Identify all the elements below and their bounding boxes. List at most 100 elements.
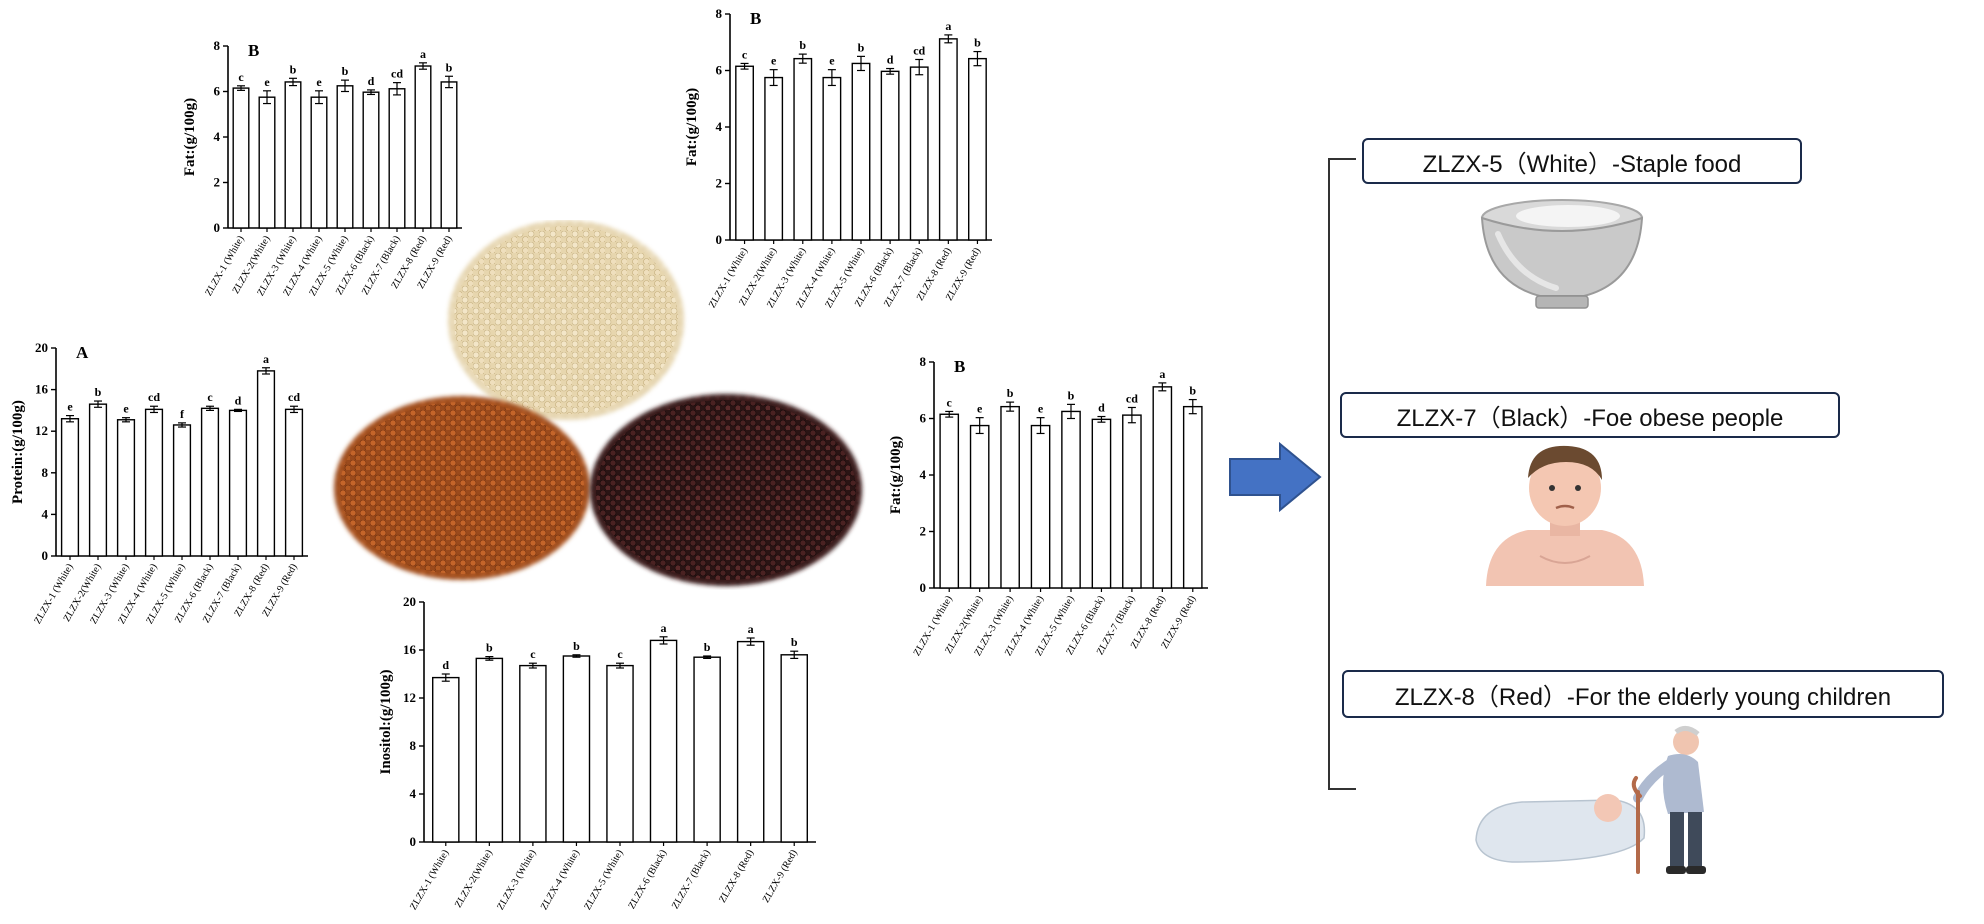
bar	[256, 370, 276, 557]
significance-label: e	[67, 400, 73, 414]
significance-label: b	[1007, 386, 1014, 400]
y-tick-label: 4	[214, 129, 221, 144]
y-tick-label: 20	[403, 594, 416, 609]
category-label: ZLZX-3 (White)	[495, 848, 538, 912]
bar	[232, 87, 250, 229]
category-label: ZLZX-7 (Black)	[670, 848, 713, 911]
significance-label: e	[264, 75, 270, 89]
bar	[968, 57, 987, 241]
significance-label: d	[887, 53, 894, 67]
red-quinoa-pile	[334, 396, 590, 580]
bar	[336, 85, 354, 229]
bar	[144, 408, 164, 557]
bar	[764, 76, 784, 241]
category-label: ZLZX-9 (Red)	[761, 848, 800, 905]
bar	[1061, 410, 1081, 589]
panel-letter: B	[248, 41, 259, 60]
y-axis-title: Fat:(g/100g)	[182, 98, 198, 176]
significance-label: e	[829, 54, 835, 68]
y-tick-label: 4	[920, 467, 927, 482]
category-label: ZLZX-1 (White)	[408, 848, 451, 912]
significance-label: b	[1189, 384, 1196, 398]
y-tick-label: 8	[214, 38, 221, 53]
quinoa-grain-samples	[330, 220, 870, 590]
inositol-bar-chart: 0 4 8 12 16 20 Inositol:(g/100g) d ZLZX-1 (White…	[366, 586, 826, 918]
category-label: ZLZX-6 (Black)	[626, 848, 669, 911]
bar	[939, 413, 960, 589]
bar	[519, 664, 547, 843]
significance-label: cd	[913, 43, 925, 57]
y-tick-label: 4	[42, 506, 49, 521]
y-axis-title: Fat:(g/100g)	[888, 436, 904, 514]
bar	[969, 424, 990, 589]
y-tick-label: 0	[410, 834, 417, 849]
bar	[780, 654, 808, 843]
bar	[736, 640, 765, 843]
rice-bowl-icon	[1480, 199, 1644, 309]
bar	[88, 403, 108, 557]
bar	[284, 408, 304, 557]
recommendation-obese-people: ZLZX-7（Black）-Foe obese people	[1340, 392, 1840, 438]
significance-label: cd	[1126, 391, 1138, 405]
bar	[388, 88, 406, 229]
bar	[60, 418, 80, 557]
bar	[1030, 424, 1051, 589]
y-tick-label: 16	[35, 382, 49, 397]
category-label: ZLZX-4 (White)	[539, 848, 582, 912]
y-tick-label: 6	[214, 84, 221, 99]
panel-letter: B	[750, 9, 761, 28]
significance-label: e	[977, 402, 983, 416]
obese-boy-icon	[1486, 445, 1644, 586]
white-quinoa-pile	[448, 220, 684, 420]
significance-label: b	[486, 641, 493, 655]
y-tick-label: 20	[35, 340, 48, 355]
significance-label: b	[704, 640, 711, 654]
significance-label: d	[235, 393, 242, 407]
y-tick-label: 12	[403, 690, 416, 705]
significance-label: b	[1068, 388, 1075, 402]
bar	[440, 81, 458, 229]
y-axis-title: Protein:(g/100g)	[10, 400, 26, 504]
bar	[880, 70, 900, 241]
y-tick-label: 8	[42, 465, 49, 480]
significance-label: b	[290, 62, 297, 76]
bar	[172, 424, 192, 557]
category-label: ZLZX-2(White)	[453, 848, 495, 910]
significance-label: c	[530, 647, 536, 661]
bar	[362, 91, 380, 229]
significance-label: a	[661, 621, 667, 635]
bar	[649, 639, 678, 843]
significance-label: a	[748, 622, 754, 636]
bar	[200, 407, 220, 557]
significance-label: f	[180, 407, 185, 421]
y-tick-label: 6	[920, 411, 927, 426]
y-tick-label: 4	[410, 786, 417, 801]
significance-label: e	[771, 54, 777, 68]
y-tick-label: 16	[403, 642, 417, 657]
significance-label: b	[342, 64, 349, 78]
grouping-bracket	[1328, 158, 1356, 790]
bar	[284, 81, 302, 229]
significance-label: cd	[288, 390, 300, 404]
y-tick-label: 6	[716, 63, 723, 78]
y-tick-label: 0	[42, 548, 49, 563]
y-tick-label: 2	[920, 524, 927, 539]
bar	[793, 57, 813, 241]
recommendation-elderly-children: ZLZX-8（Red）-For the elderly young childr…	[1342, 670, 1944, 718]
significance-label: c	[742, 47, 748, 61]
significance-label: cd	[148, 390, 160, 404]
bar	[228, 409, 248, 557]
significance-label: e	[316, 75, 322, 89]
significance-label: a	[420, 47, 426, 61]
significance-label: b	[858, 40, 865, 54]
bar	[938, 38, 958, 241]
bar	[851, 62, 871, 241]
bar	[1152, 386, 1173, 589]
significance-label: b	[573, 639, 580, 653]
y-axis-title: Fat:(g/100g)	[684, 88, 700, 166]
bar	[1122, 414, 1142, 589]
black-quinoa-pile	[590, 394, 862, 586]
